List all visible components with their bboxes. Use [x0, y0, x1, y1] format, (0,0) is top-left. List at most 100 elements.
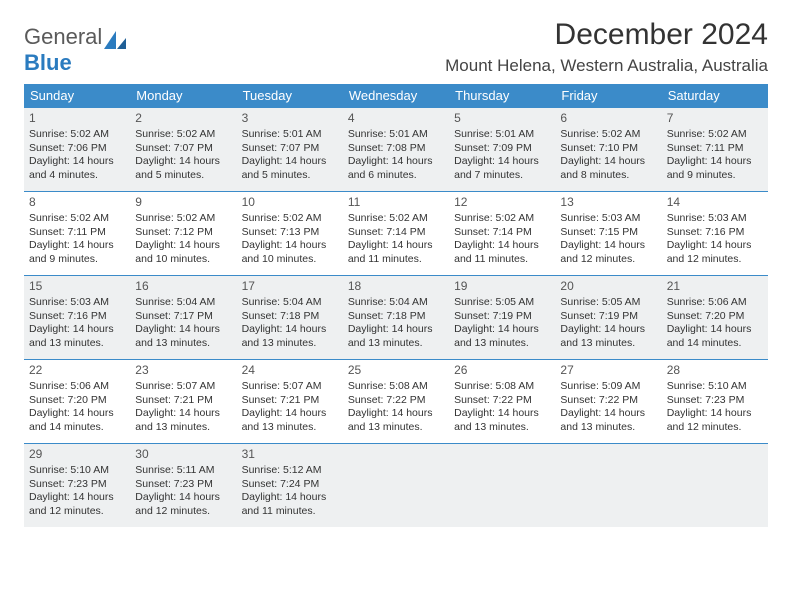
daylight-line: Daylight: 14 hours and 6 minutes. — [348, 155, 444, 182]
daylight-line: Daylight: 14 hours and 11 minutes. — [454, 239, 550, 266]
daylight-line: Daylight: 14 hours and 5 minutes. — [135, 155, 231, 182]
sunset-line: Sunset: 7:19 PM — [560, 310, 656, 323]
calendar-day-cell: 3 Sunrise: 5:01 AMSunset: 7:07 PMDaylight… — [237, 108, 343, 192]
day-number: 1 — [29, 111, 125, 126]
calendar-day-cell: 17Sunrise: 5:04 AMSunset: 7:18 PMDayligh… — [237, 276, 343, 360]
logo-sail-icon — [104, 29, 126, 47]
sunrise-line: Sunrise: 5:02 AM — [29, 212, 125, 225]
calendar-page: General Blue December 2024 Mount Helena,… — [0, 0, 792, 545]
daylight-line: Daylight: 14 hours and 12 minutes. — [29, 491, 125, 518]
calendar-day-cell: 23Sunrise: 5:07 AMSunset: 7:21 PMDayligh… — [130, 360, 236, 444]
day-number: 6 — [560, 111, 656, 126]
daylight-line: Daylight: 14 hours and 10 minutes. — [135, 239, 231, 266]
day-number: 15 — [29, 279, 125, 294]
calendar-body: 1Sunrise: 5:02 AMSunset: 7:06 PMDaylight… — [24, 108, 768, 528]
calendar-day-cell: 1Sunrise: 5:02 AMSunset: 7:06 PMDaylight… — [24, 108, 130, 192]
sunrise-line: Sunrise: 5:10 AM — [29, 464, 125, 477]
day-number: 25 — [348, 363, 444, 378]
sunset-line: Sunset: 7:18 PM — [242, 310, 338, 323]
weekday-header: Tuesday — [237, 84, 343, 108]
daylight-line: Daylight: 14 hours and 14 minutes. — [667, 323, 763, 350]
calendar-day-cell: 31Sunrise: 5:12 AMSunset: 7:24 PMDayligh… — [237, 444, 343, 528]
daylight-line: Daylight: 14 hours and 7 minutes. — [454, 155, 550, 182]
sunset-line: Sunset: 7:15 PM — [560, 226, 656, 239]
calendar-day-cell: 11Sunrise: 5:02 AMSunset: 7:14 PMDayligh… — [343, 192, 449, 276]
sunrise-line: Sunrise: 5:01 AM — [242, 128, 338, 141]
calendar-day-cell: 6Sunrise: 5:02 AMSunset: 7:10 PMDaylight… — [555, 108, 661, 192]
sunset-line: Sunset: 7:07 PM — [135, 142, 231, 155]
day-number: 8 — [29, 195, 125, 210]
calendar-day-cell: 2Sunrise: 5:02 AMSunset: 7:07 PMDaylight… — [130, 108, 236, 192]
calendar-week-row: 1Sunrise: 5:02 AMSunset: 7:06 PMDaylight… — [24, 108, 768, 192]
sunset-line: Sunset: 7:07 PM — [242, 142, 338, 155]
sunrise-line: Sunrise: 5:05 AM — [560, 296, 656, 309]
calendar-empty-cell — [555, 444, 661, 528]
calendar-empty-cell — [662, 444, 768, 528]
calendar-day-cell: 9Sunrise: 5:02 AMSunset: 7:12 PMDaylight… — [130, 192, 236, 276]
sunrise-line: Sunrise: 5:06 AM — [667, 296, 763, 309]
calendar-day-cell: 25Sunrise: 5:08 AMSunset: 7:22 PMDayligh… — [343, 360, 449, 444]
sunset-line: Sunset: 7:22 PM — [348, 394, 444, 407]
sunrise-line: Sunrise: 5:03 AM — [667, 212, 763, 225]
day-number: 30 — [135, 447, 231, 462]
day-number: 26 — [454, 363, 550, 378]
weekday-header: Monday — [130, 84, 236, 108]
sunrise-line: Sunrise: 5:01 AM — [454, 128, 550, 141]
daylight-line: Daylight: 14 hours and 12 minutes. — [560, 239, 656, 266]
calendar-week-row: 29Sunrise: 5:10 AMSunset: 7:23 PMDayligh… — [24, 444, 768, 528]
sunset-line: Sunset: 7:21 PM — [135, 394, 231, 407]
sunrise-line: Sunrise: 5:04 AM — [135, 296, 231, 309]
daylight-line: Daylight: 14 hours and 8 minutes. — [560, 155, 656, 182]
daylight-line: Daylight: 14 hours and 13 minutes. — [242, 323, 338, 350]
day-number: 23 — [135, 363, 231, 378]
daylight-line: Daylight: 14 hours and 13 minutes. — [135, 323, 231, 350]
calendar-day-cell: 13Sunrise: 5:03 AMSunset: 7:15 PMDayligh… — [555, 192, 661, 276]
sunrise-line: Sunrise: 5:02 AM — [242, 212, 338, 225]
calendar-empty-cell — [343, 444, 449, 528]
calendar-table: SundayMondayTuesdayWednesdayThursdayFrid… — [24, 84, 768, 527]
calendar-day-cell: 21Sunrise: 5:06 AMSunset: 7:20 PMDayligh… — [662, 276, 768, 360]
daylight-line: Daylight: 14 hours and 5 minutes. — [242, 155, 338, 182]
day-number: 29 — [29, 447, 125, 462]
location-text: Mount Helena, Western Australia, Austral… — [445, 56, 768, 76]
sunrise-line: Sunrise: 5:02 AM — [348, 212, 444, 225]
sunset-line: Sunset: 7:23 PM — [667, 394, 763, 407]
logo-text-1: General — [24, 24, 102, 49]
calendar-day-cell: 16Sunrise: 5:04 AMSunset: 7:17 PMDayligh… — [130, 276, 236, 360]
day-number: 16 — [135, 279, 231, 294]
day-number: 9 — [135, 195, 231, 210]
sunset-line: Sunset: 7:22 PM — [560, 394, 656, 407]
header-row: General Blue December 2024 Mount Helena,… — [24, 18, 768, 82]
sunset-line: Sunset: 7:20 PM — [667, 310, 763, 323]
daylight-line: Daylight: 14 hours and 13 minutes. — [29, 323, 125, 350]
day-number: 3 — [242, 111, 338, 126]
calendar-week-row: 8Sunrise: 5:02 AMSunset: 7:11 PMDaylight… — [24, 192, 768, 276]
calendar-week-row: 15Sunrise: 5:03 AMSunset: 7:16 PMDayligh… — [24, 276, 768, 360]
calendar-day-cell: 10Sunrise: 5:02 AMSunset: 7:13 PMDayligh… — [237, 192, 343, 276]
sunrise-line: Sunrise: 5:08 AM — [348, 380, 444, 393]
sunset-line: Sunset: 7:14 PM — [348, 226, 444, 239]
day-number: 24 — [242, 363, 338, 378]
calendar-empty-cell — [449, 444, 555, 528]
day-number: 2 — [135, 111, 231, 126]
sunrise-line: Sunrise: 5:02 AM — [667, 128, 763, 141]
day-number: 10 — [242, 195, 338, 210]
day-number: 28 — [667, 363, 763, 378]
daylight-line: Daylight: 14 hours and 14 minutes. — [29, 407, 125, 434]
weekday-header: Sunday — [24, 84, 130, 108]
daylight-line: Daylight: 14 hours and 13 minutes. — [242, 407, 338, 434]
sunrise-line: Sunrise: 5:03 AM — [29, 296, 125, 309]
sunset-line: Sunset: 7:10 PM — [560, 142, 656, 155]
sunrise-line: Sunrise: 5:11 AM — [135, 464, 231, 477]
title-block: December 2024 Mount Helena, Western Aust… — [445, 18, 768, 82]
calendar-day-cell: 18Sunrise: 5:04 AMSunset: 7:18 PMDayligh… — [343, 276, 449, 360]
sunset-line: Sunset: 7:24 PM — [242, 478, 338, 491]
day-number: 7 — [667, 111, 763, 126]
weekday-header: Saturday — [662, 84, 768, 108]
sunset-line: Sunset: 7:11 PM — [667, 142, 763, 155]
day-number: 18 — [348, 279, 444, 294]
daylight-line: Daylight: 14 hours and 13 minutes. — [560, 323, 656, 350]
calendar-day-cell: 26Sunrise: 5:08 AMSunset: 7:22 PMDayligh… — [449, 360, 555, 444]
daylight-line: Daylight: 14 hours and 9 minutes. — [667, 155, 763, 182]
sunset-line: Sunset: 7:13 PM — [242, 226, 338, 239]
